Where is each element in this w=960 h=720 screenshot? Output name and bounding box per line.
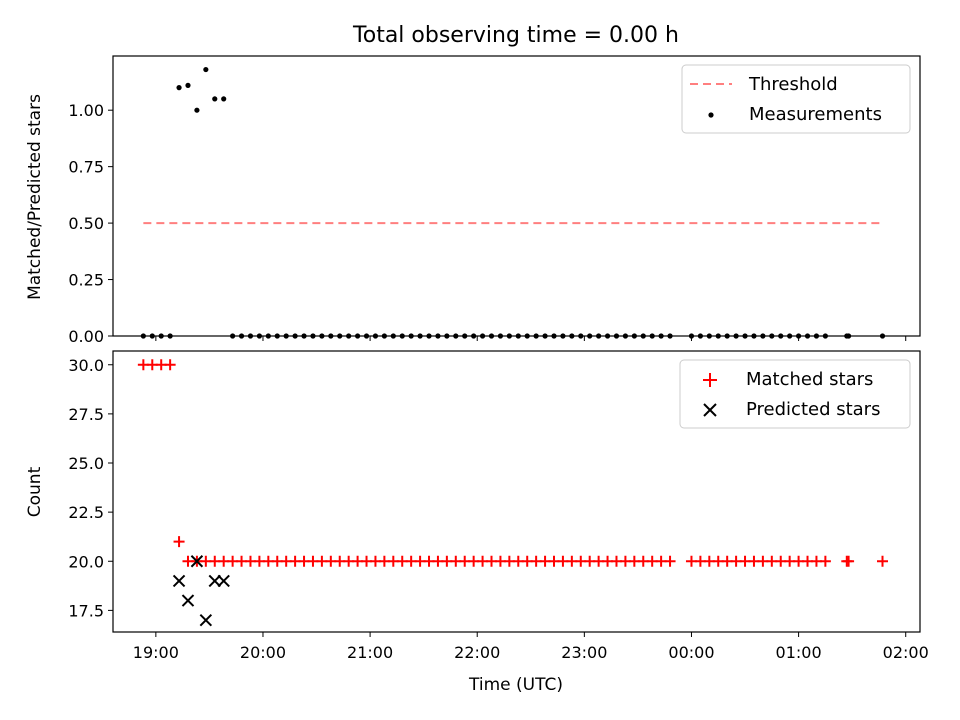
matched-stars-point [843,555,855,567]
top-panel-title: Total observing time = 0.00 h [352,23,679,48]
matched-stars-point [819,555,831,567]
x-tick-label: 00:00 [668,643,714,662]
top-panel-ylabel: Matched/Predicted stars [25,94,45,300]
measurements-point [203,66,209,73]
matched-stars-point [664,555,676,567]
predicted-stars-point [208,574,221,588]
matched-stars-point [877,555,889,567]
predicted-legend-label: Predicted stars [746,399,880,420]
top-panel: Total observing time = 0.00 h Matched/Pr… [25,23,921,346]
x-tick-label: 19:00 [133,643,179,662]
matched-legend-label: Matched stars [746,369,873,390]
bottom-panel: Count Time (UTC) 19:00 20:00 21:00 22:00 23:… [25,350,929,695]
x-tick-label: 02:00 [883,643,929,662]
top-panel-ticks: 0.00 0.25 0.50 0.75 1.00 [68,101,907,346]
measurements-legend-label: Measurements [749,104,882,125]
threshold-legend-label: Threshold [748,74,838,95]
y-tick-label: 20.0 [68,552,104,571]
matched-stars-point [173,536,185,548]
top-panel-legend: Threshold Measurements [681,64,911,134]
x-tick-label: 20:00 [240,643,286,662]
measurements-point [176,85,182,91]
x-tick-label: 01:00 [776,643,822,662]
predicted-stars-point [172,574,186,588]
y-tick-label: 1.00 [68,101,104,120]
top-panel-frame [112,55,921,337]
matched-stars-point [164,359,176,371]
y-tick-label: 25.0 [68,454,104,473]
y-tick-label: 0.50 [68,214,104,233]
top-legend-box [681,64,911,134]
y-tick-label: 0.00 [68,327,104,346]
bottom-panel-marks [137,359,889,627]
predicted-stars-point [181,594,195,607]
y-tick-label: 30.0 [68,356,104,375]
measurements-point [194,107,200,113]
measurements-point [221,96,227,102]
matched-legend-swatch [703,373,717,387]
predicted-legend-swatch [703,403,717,417]
measurements-point [185,82,191,88]
bottom-panel-xlabel: Time (UTC) [468,675,563,695]
y-tick-label: 0.75 [68,158,104,177]
x-tick-label: 21:00 [347,643,393,662]
measurements-point [212,96,218,102]
x-tick-label: 22:00 [454,643,500,662]
measurements-legend-swatch [708,112,714,118]
predicted-stars-point [217,574,230,588]
y-tick-label: 22.5 [68,503,104,522]
y-tick-label: 0.25 [68,271,104,290]
x-tick-label: 23:00 [561,643,607,662]
bottom-panel-ylabel: Count [25,466,45,517]
predicted-stars-point [190,555,204,568]
predicted-stars-point [199,614,213,627]
bottom-panel-frame [112,350,921,633]
bottom-panel-legend: Matched stars Predicted stars [679,359,911,429]
bottom-panel-ticks: 19:00 20:00 21:00 22:00 23:00 00:00 01:00 02:00… [68,356,928,662]
top-panel-marks [140,66,886,339]
y-tick-label: 17.5 [68,601,104,620]
y-tick-label: 27.5 [68,405,104,424]
bottom-legend-box [679,359,911,429]
